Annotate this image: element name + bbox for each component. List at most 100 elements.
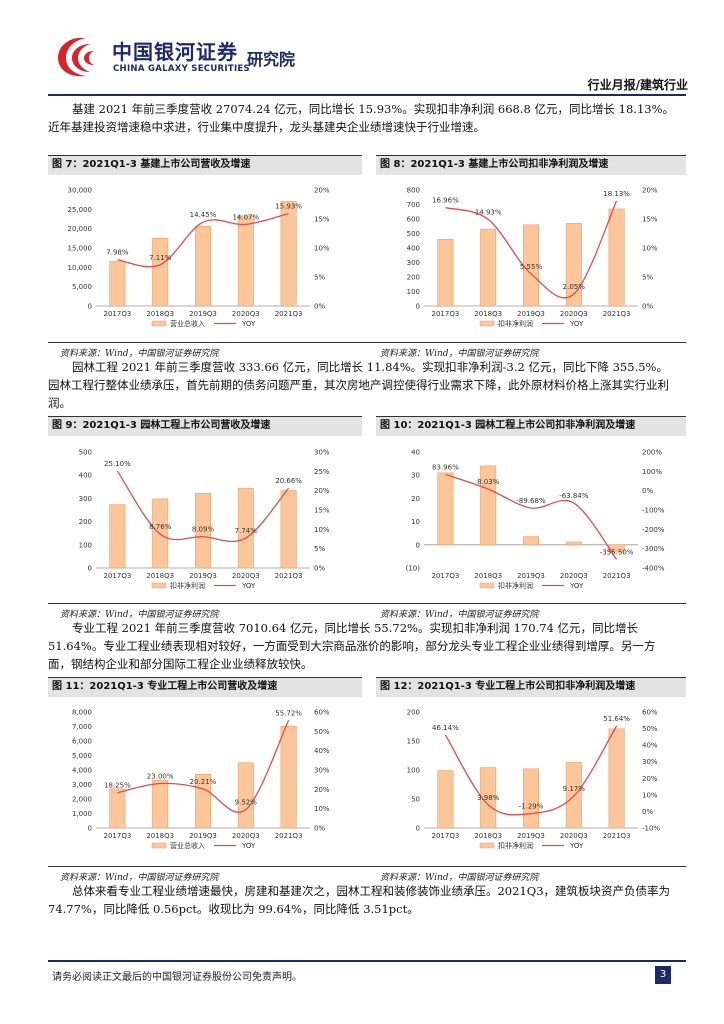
y2-axis-tick-label: 40% [642,742,658,750]
y2-axis-tick-label: 60% [314,709,330,717]
y-axis-tick-label: 700 [407,201,420,209]
bar [152,238,169,307]
figure-10-title: 图 10：2021Q1-3 园林工程上市公司扣非净利润及增速 [376,416,686,436]
bar [437,770,454,829]
x-axis-tick-label: 2018Q3 [146,310,174,318]
y2-axis-tick-label: -300% [642,545,665,553]
yoy-data-label: 46.14% [432,724,459,732]
y-axis-tick-label: 0 [416,825,420,833]
yoy-data-label: 8.76% [149,523,172,531]
y-axis-tick-label: 0 [416,541,420,549]
figure-9-title: 图 9：2021Q1-3 园林工程上市公司营收及增速 [48,416,362,436]
bar [194,226,212,307]
legend-bar-label: 扣非净利润 [170,581,205,590]
bar [522,536,540,546]
chart-legend: 扣非净利润 YOY [151,581,256,590]
bar [237,215,254,307]
y2-axis-tick-label: 100% [642,468,662,476]
footer-rule [48,960,686,962]
x-axis-tick-label: 2018Q3 [146,832,174,840]
y2-axis-tick-label: -100% [642,507,665,515]
bar [565,541,582,546]
y2-axis-tick-label: 5% [314,545,325,553]
legend-bar-label: 扣非净利润 [498,841,533,850]
bar [608,208,625,307]
x-axis-tick-label: 2019Q3 [189,572,217,580]
y2-axis-tick-label: 15% [314,216,330,224]
y2-axis-tick-label: 5% [642,274,653,282]
x-axis-tick-label: 2021Q3 [603,310,631,318]
y-axis-tick-label: 50 [411,796,420,804]
chart-svg: 0 100 200 300 400 500 600 700 800 0% 5% 10% 15% 20% 20… [407,187,658,329]
chart-svg: 0 5,000 10,000 15,000 20,000 25,000 30,000 0% 5%… [68,187,330,329]
y2-axis-tick-label: 30% [314,767,330,775]
y2-axis-tick-label: 50% [642,725,658,733]
x-axis-tick-label: 2017Q3 [432,572,460,580]
bar [480,228,497,307]
figure-11-chart: 0 1,000 2,000 3,000 4,000 5,000 6,000 7,000 8,00… [48,700,348,858]
paragraph-infrastructure: 基建 2021 年前三季度营收 27074.24 亿元，同比增长 15.93%。… [48,102,674,134]
bar [480,767,497,829]
x-axis-tick-label: 2021Q3 [275,572,303,580]
y2-axis-tick-label: 0% [642,303,653,311]
y2-axis-tick-label: 20% [314,786,330,794]
x-axis-tick-label: 2017Q3 [432,832,460,840]
figure-7-title: 图 7：2021Q1-3 基建上市公司营收及增速 [48,155,362,175]
legend-bar-label: 营业总收入 [170,319,205,328]
legend-line-label: YOY [241,320,256,328]
y-axis-tick-label: 800 [407,187,420,195]
y-axis-tick-label: 10,000 [68,264,93,272]
chart-legend: 扣非净利润 YOY [479,581,584,590]
y-axis-tick-label: 0 [88,825,92,833]
yoy-data-label: 7.74% [235,527,258,535]
y-axis-tick-label: 2,000 [72,796,92,804]
y2-axis-tick-label: 15% [314,507,330,515]
y-axis-tick-label: 0 [416,303,420,311]
y2-axis-tick-label: 0% [314,303,325,311]
bar [437,472,454,546]
yoy-data-label: 51.64% [603,715,630,723]
brand-institute: 研究院 [247,50,296,69]
bar [280,490,297,569]
y-axis-tick-label: 0 [88,303,92,311]
figure-11-source: 资料来源：Wind，中国银河证券研究院 [60,873,219,883]
legend-bar-label: 扣非净利润 [498,319,533,328]
header-rule [48,94,686,96]
y-axis-tick-label: 150 [407,738,420,746]
x-axis-tick-label: 2021Q3 [603,572,631,580]
y2-axis-tick-label: 10% [314,245,330,253]
yoy-data-label: -63.84% [559,492,589,500]
brand-name-cn: 中国银河证券 [112,40,238,64]
yoy-data-label: 7.98% [106,249,129,257]
chart-legend: 营业总收入 YOY [151,319,256,328]
yoy-data-label: 20.21% [190,778,217,786]
x-axis-tick-label: 2017Q3 [104,832,132,840]
y-axis-tick-label: 100 [407,288,420,296]
bar [565,223,582,307]
yoy-data-label: 18.13% [603,190,630,198]
x-axis-tick-label: 2018Q3 [474,310,502,318]
x-axis-tick-label: 2021Q3 [603,832,631,840]
yoy-data-label: 7.11% [149,254,172,262]
chart-legend: 扣非净利润 YOY [479,841,584,850]
legend-line-label: YOY [241,582,256,590]
yoy-data-label: 20.66% [275,477,302,485]
galaxy-logo-icon [58,37,94,77]
y2-axis-tick-label: 40% [314,747,330,755]
yoy-line [116,470,290,543]
y-axis-tick-label: 6,000 [72,738,92,746]
y2-axis-tick-label: 0% [314,825,325,833]
y2-axis-tick-label: 60% [642,709,658,717]
y-axis-tick-label: 400 [407,245,420,253]
bar [109,504,126,569]
figure-12-chart: 0 50 100 150 200 -10% 0% 10% 20% 30% 40% 50% 60% 2017… [376,700,676,858]
y2-axis-tick-label: 10% [314,805,330,813]
x-axis-tick-label: 2017Q3 [104,572,132,580]
y2-axis-tick-label: 15% [642,216,658,224]
yoy-data-label: 16.96% [432,197,459,205]
x-axis-tick-label: 2021Q3 [275,310,303,318]
page-number: 3 [655,966,671,984]
yoy-data-label: 25.10% [104,460,131,468]
legend-bar-label: 营业总收入 [170,841,205,850]
yoy-data-label: 3.98% [477,794,500,802]
